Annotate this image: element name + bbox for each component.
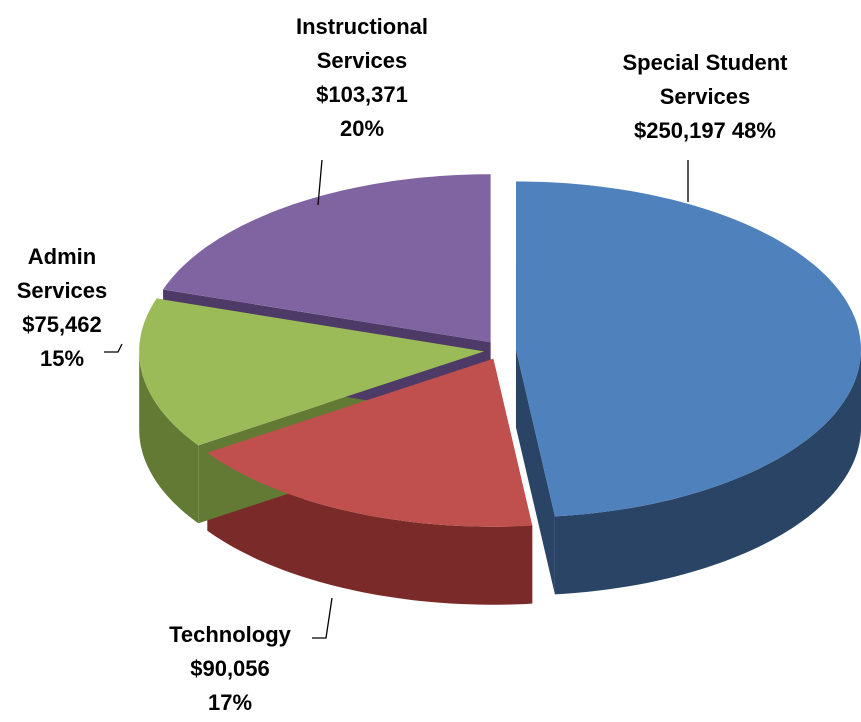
percent-label: 15% (39, 346, 85, 371)
slice-side (139, 351, 199, 524)
percent-label: 20% (339, 116, 385, 141)
leader-line (104, 343, 123, 353)
leader-line (317, 159, 323, 206)
slice (163, 174, 491, 343)
slice (207, 358, 533, 527)
category-label: Special Student Services (622, 50, 788, 109)
percent-label: 48% (731, 118, 776, 143)
slice-side (207, 452, 533, 605)
value-label: $103,371 (316, 82, 408, 107)
percent-label: 17% (207, 690, 253, 715)
slice-label: Admin Services $75,462 15% (0, 240, 124, 376)
value-label: $75,462 (22, 312, 102, 337)
category-label: Instructional Services (295, 14, 428, 73)
slice-label: Special Student Services $250,197 48% (600, 46, 810, 148)
category-label: Admin Services (16, 244, 108, 303)
slice-side (554, 349, 861, 595)
slice-side (515, 349, 555, 595)
slice-label: Instructional Services $103,371 20% (252, 10, 472, 146)
slice (515, 181, 861, 517)
value-label: $250,197 (634, 118, 726, 143)
slice (139, 298, 485, 446)
slice-label: Technology $90,056 17% (148, 618, 312, 720)
slice-tops (139, 174, 861, 527)
leader-line (312, 597, 333, 639)
value-label: $90,056 (190, 656, 270, 681)
category-label: Technology (169, 622, 291, 647)
leader-lines (104, 159, 689, 639)
